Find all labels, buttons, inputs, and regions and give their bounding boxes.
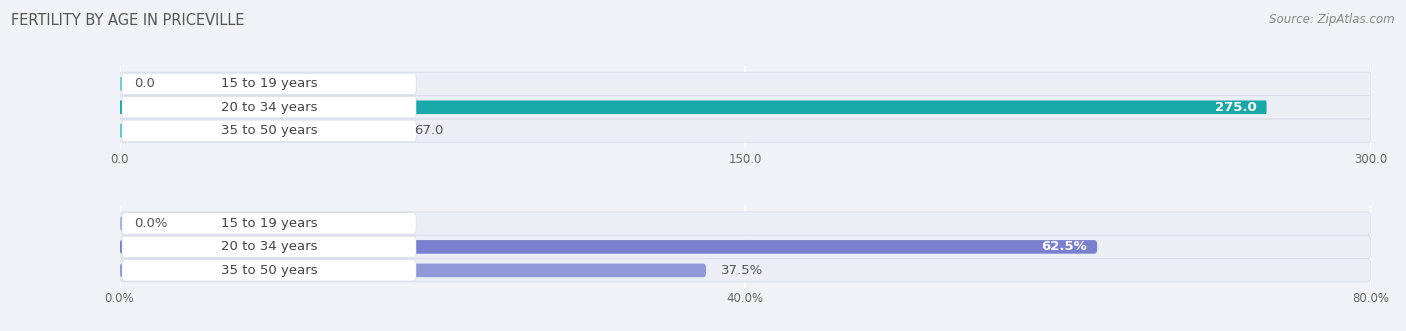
- Text: FERTILITY BY AGE IN PRICEVILLE: FERTILITY BY AGE IN PRICEVILLE: [11, 13, 245, 28]
- FancyBboxPatch shape: [120, 101, 1267, 114]
- FancyBboxPatch shape: [120, 96, 1371, 119]
- Text: 67.0: 67.0: [413, 124, 443, 137]
- Text: 37.5%: 37.5%: [721, 264, 763, 277]
- FancyBboxPatch shape: [120, 263, 706, 277]
- Text: 15 to 19 years: 15 to 19 years: [221, 77, 318, 90]
- FancyBboxPatch shape: [122, 73, 416, 94]
- Text: 275.0: 275.0: [1215, 101, 1257, 114]
- FancyBboxPatch shape: [120, 212, 1371, 235]
- FancyBboxPatch shape: [122, 120, 416, 141]
- Text: 35 to 50 years: 35 to 50 years: [221, 124, 318, 137]
- Text: 0.0: 0.0: [135, 77, 156, 90]
- Text: 0.0%: 0.0%: [135, 217, 169, 230]
- Text: 15 to 19 years: 15 to 19 years: [221, 217, 318, 230]
- Text: 20 to 34 years: 20 to 34 years: [221, 240, 318, 254]
- Text: 62.5%: 62.5%: [1042, 240, 1087, 254]
- FancyBboxPatch shape: [120, 124, 399, 138]
- FancyBboxPatch shape: [120, 259, 1371, 282]
- FancyBboxPatch shape: [120, 235, 1371, 259]
- FancyBboxPatch shape: [122, 260, 416, 281]
- FancyBboxPatch shape: [120, 72, 1371, 95]
- FancyBboxPatch shape: [122, 213, 416, 234]
- Text: 35 to 50 years: 35 to 50 years: [221, 264, 318, 277]
- FancyBboxPatch shape: [120, 77, 150, 91]
- FancyBboxPatch shape: [122, 236, 416, 258]
- Text: Source: ZipAtlas.com: Source: ZipAtlas.com: [1270, 13, 1395, 26]
- FancyBboxPatch shape: [122, 97, 416, 118]
- Text: 20 to 34 years: 20 to 34 years: [221, 101, 318, 114]
- FancyBboxPatch shape: [120, 119, 1371, 142]
- FancyBboxPatch shape: [120, 216, 150, 230]
- FancyBboxPatch shape: [120, 240, 1097, 254]
